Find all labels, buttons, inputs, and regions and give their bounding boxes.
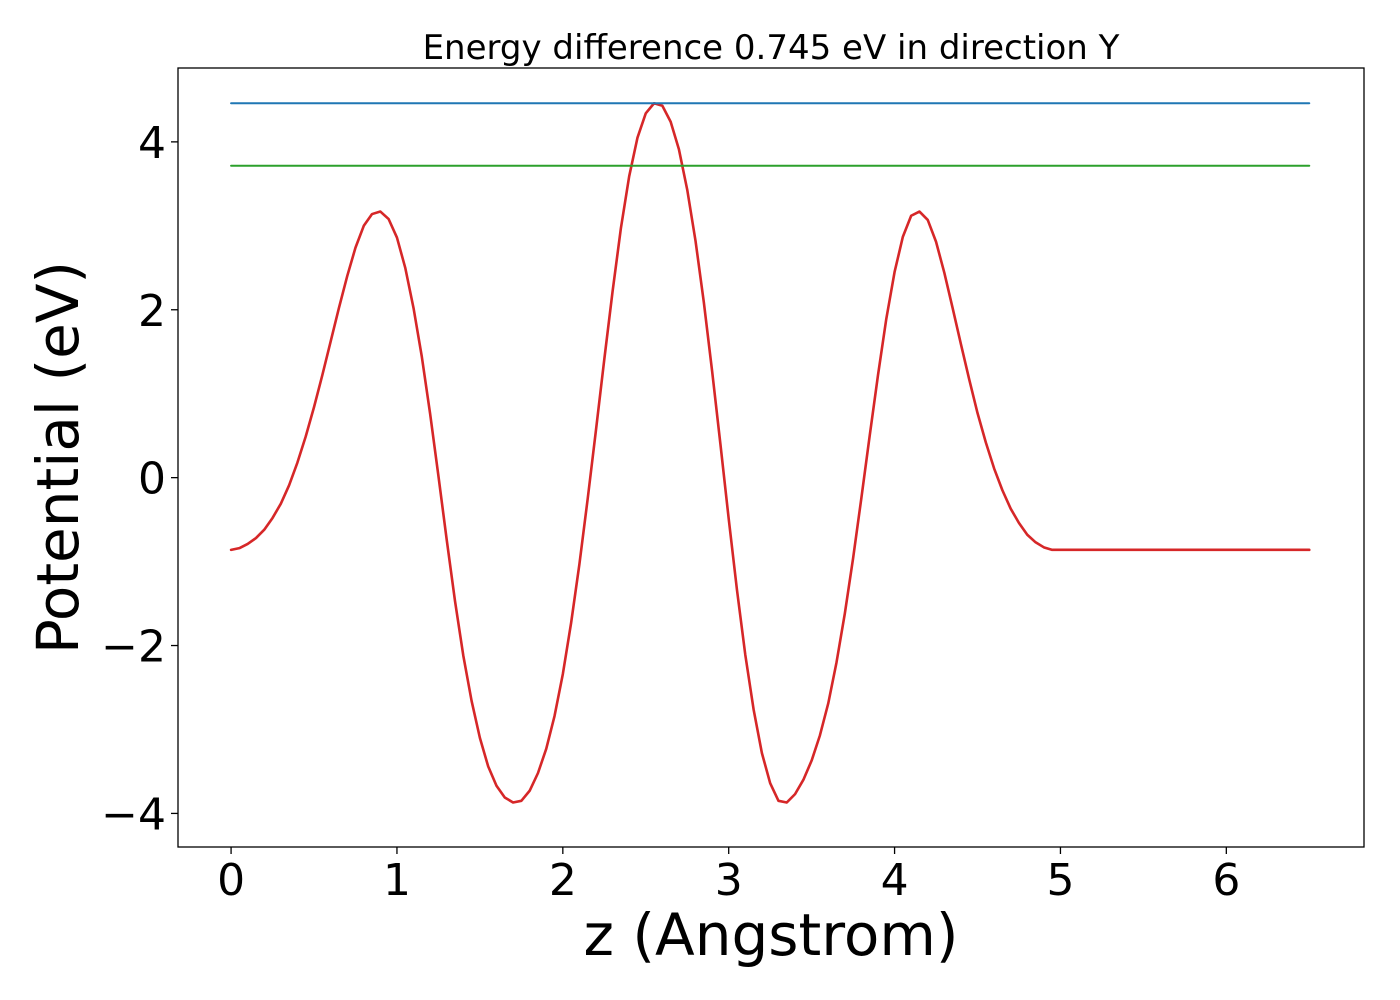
y-tick-label: 2 [138, 286, 166, 337]
x-axis-ticks: 0 1 2 3 4 5 6 [217, 847, 1240, 906]
series-line-0 [229, 101, 1311, 804]
plot-area-frame [177, 67, 1365, 848]
y-axis-label: Potential (eV) [24, 261, 92, 654]
series-layer [229, 101, 1311, 804]
x-tick-label: 6 [1212, 855, 1240, 906]
y-tick-label: −2 [101, 622, 166, 673]
x-tick-label: 4 [881, 855, 909, 906]
y-axis-ticks: −4 −2 0 2 4 [101, 118, 178, 840]
y-tick-label: 0 [138, 454, 166, 505]
chart-title: Energy difference 0.745 eV in direction … [423, 28, 1120, 68]
y-tick-label: 4 [138, 118, 166, 169]
y-tick-label: −4 [101, 789, 166, 840]
x-tick-label: 1 [383, 855, 411, 906]
x-tick-label: 0 [217, 855, 245, 906]
x-axis-label: z (Angstrom) [584, 901, 959, 969]
x-tick-label: 5 [1046, 855, 1074, 906]
x-tick-label: 3 [715, 855, 743, 906]
x-tick-label: 2 [549, 855, 577, 906]
